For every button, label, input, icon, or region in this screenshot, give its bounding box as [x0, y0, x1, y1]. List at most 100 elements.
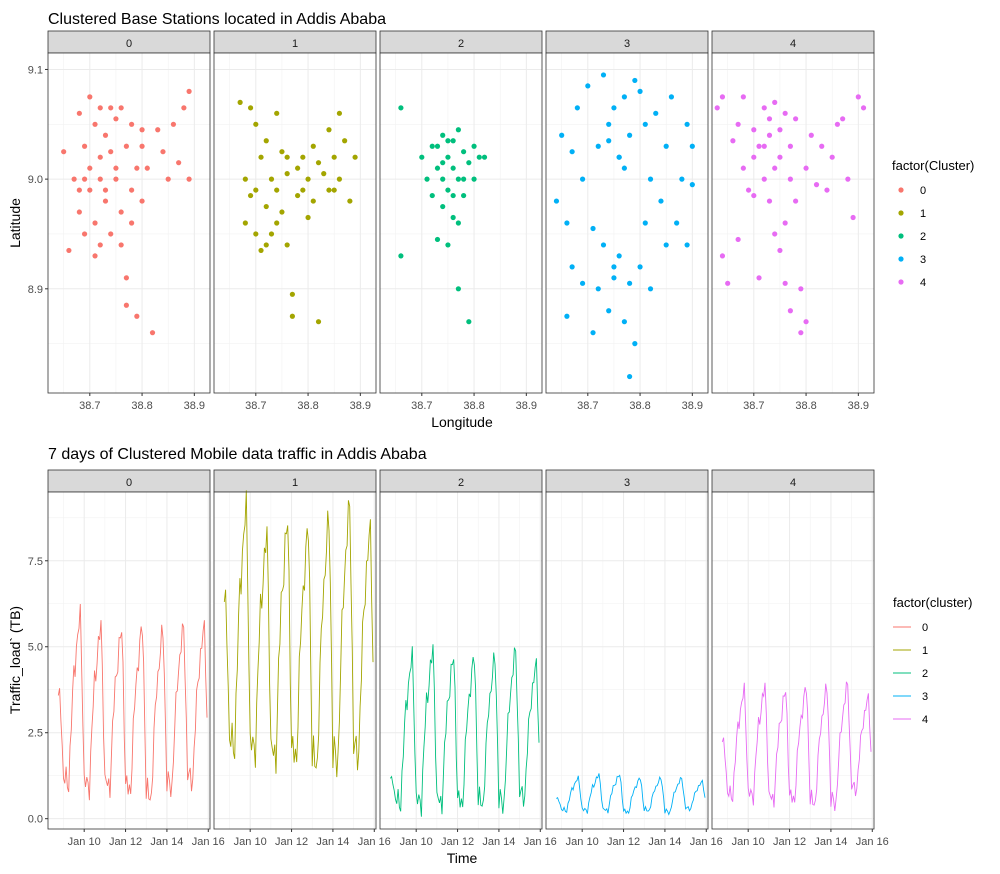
- facet-label-1: 1: [292, 477, 298, 489]
- data-point: [129, 187, 135, 193]
- x-tick-label: Jan 12: [773, 836, 806, 848]
- x-tick-label: Jan 14: [648, 836, 681, 848]
- chart-2-title: 7 days of Clustered Mobile data traffic …: [48, 446, 427, 463]
- data-point: [787, 143, 793, 149]
- data-point: [92, 121, 98, 127]
- data-point: [424, 176, 430, 182]
- data-point: [108, 231, 114, 237]
- data-point: [144, 165, 150, 171]
- data-point: [139, 143, 145, 149]
- data-point: [155, 127, 161, 133]
- data-point: [113, 165, 119, 171]
- data-point: [434, 143, 441, 149]
- data-point: [253, 187, 259, 193]
- data-point: [108, 105, 114, 111]
- data-point: [782, 220, 788, 226]
- panel-background-2: [380, 53, 542, 393]
- panel-border-1: [213, 491, 377, 830]
- data-point: [642, 121, 648, 127]
- data-point: [284, 242, 290, 248]
- legend-label-1: 1: [922, 645, 928, 657]
- legend-title: factor(cluster): [893, 595, 972, 610]
- data-point: [118, 105, 124, 111]
- data-point: [76, 110, 82, 116]
- panel-background-1: [214, 53, 376, 393]
- facet-label-0: 0: [126, 38, 132, 50]
- data-point: [637, 264, 643, 270]
- legend-label-0: 0: [920, 185, 926, 197]
- x-tick-label: 38.8: [131, 400, 152, 412]
- panel-border-2: [379, 491, 543, 830]
- x-tick-label: Jan 10: [400, 836, 433, 848]
- data-point: [434, 165, 441, 171]
- data-point: [793, 198, 799, 204]
- x-tick-label: 38.7: [577, 400, 598, 412]
- data-point: [579, 280, 586, 286]
- x-tick-label: 38.7: [411, 400, 432, 412]
- x-tick-label: Jan 14: [316, 836, 349, 848]
- x-tick-label: 38.7: [743, 400, 764, 412]
- data-point: [310, 198, 316, 204]
- panel-border-0: [47, 52, 211, 394]
- data-point: [466, 319, 472, 325]
- data-point: [751, 127, 757, 133]
- data-point: [647, 286, 654, 292]
- data-point: [247, 105, 254, 111]
- x-tick-label: Jan 10: [732, 836, 765, 848]
- legend-label-1: 1: [920, 208, 926, 220]
- x-tick-label: 38.8: [629, 400, 650, 412]
- data-point: [663, 143, 669, 149]
- x-tick-label: 38.8: [463, 400, 484, 412]
- data-point: [445, 154, 451, 160]
- data-point: [632, 77, 638, 84]
- data-point: [331, 154, 337, 160]
- data-point: [719, 94, 726, 100]
- data-point: [860, 105, 867, 111]
- series-line-1: [223, 490, 374, 778]
- data-point: [445, 138, 451, 144]
- data-point: [268, 176, 275, 182]
- data-point: [684, 121, 690, 127]
- data-point: [471, 176, 477, 182]
- panel-border-3: [545, 491, 709, 830]
- panel-border-0: [47, 491, 211, 830]
- data-point: [719, 253, 726, 259]
- data-point: [808, 132, 814, 138]
- facet-label-2: 2: [458, 477, 464, 489]
- y-axis-title: Latitude: [7, 198, 23, 248]
- data-point: [450, 214, 456, 221]
- y-tick-label: 9.1: [28, 64, 43, 76]
- data-point: [606, 308, 612, 314]
- data-point: [398, 253, 404, 259]
- data-point: [819, 143, 825, 149]
- data-point: [331, 187, 337, 193]
- x-tick-label: Jan 12: [441, 836, 474, 848]
- data-point: [777, 247, 783, 254]
- data-point: [689, 182, 695, 188]
- facet-label-1: 1: [292, 38, 298, 50]
- data-point: [476, 154, 482, 160]
- x-tick-label: Jan 12: [275, 836, 308, 848]
- x-tick-label: Jan 14: [814, 836, 847, 848]
- x-tick-label: Jan 16: [192, 836, 225, 848]
- data-point: [300, 154, 306, 160]
- data-point: [123, 143, 129, 149]
- facet-label-2: 2: [458, 38, 464, 50]
- data-point: [787, 176, 793, 182]
- data-point: [564, 220, 570, 226]
- data-point: [434, 236, 441, 243]
- y-axis-title: Traffic_load` (TB): [7, 606, 23, 714]
- data-point: [616, 253, 622, 259]
- data-point: [258, 247, 264, 254]
- data-point: [186, 88, 192, 94]
- data-point: [274, 110, 280, 116]
- data-point: [564, 313, 570, 319]
- data-point: [772, 165, 778, 171]
- data-point: [102, 198, 109, 204]
- y-tick-label: 9.0: [28, 174, 43, 186]
- data-point: [429, 143, 435, 149]
- x-tick-label: 38.8: [795, 400, 816, 412]
- y-tick-label: 7.5: [28, 556, 43, 568]
- data-point: [113, 176, 119, 182]
